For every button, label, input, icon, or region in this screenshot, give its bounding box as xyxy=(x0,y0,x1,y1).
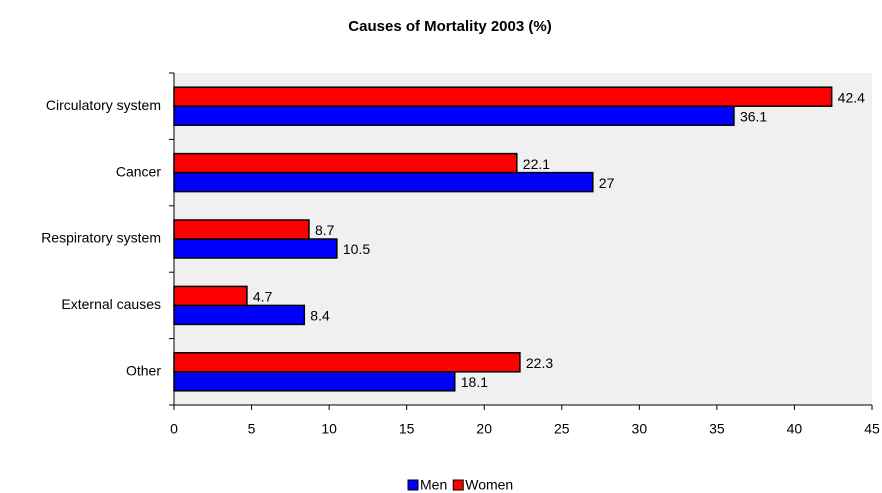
bar xyxy=(173,352,521,373)
x-tick-label: 45 xyxy=(864,421,880,437)
legend-label: Men xyxy=(420,477,447,493)
x-tick-label: 20 xyxy=(476,421,492,437)
x-tick-label: 15 xyxy=(399,421,415,437)
y-tick-label: External causes xyxy=(61,296,161,312)
x-tick-label: 10 xyxy=(321,421,337,437)
value-label: 18.1 xyxy=(461,374,488,390)
x-tick-label: 5 xyxy=(248,421,256,437)
legend-swatch xyxy=(407,479,419,491)
bar xyxy=(173,238,338,259)
y-tick-label: Cancer xyxy=(116,163,161,179)
bar xyxy=(173,371,456,392)
value-label: 42.4 xyxy=(838,89,865,105)
value-label: 10.5 xyxy=(343,241,370,257)
y-tick-label: Other xyxy=(126,363,161,379)
x-tick-label: 35 xyxy=(709,421,725,437)
value-label: 36.1 xyxy=(740,108,767,124)
bar xyxy=(173,86,833,107)
value-label: 4.7 xyxy=(253,289,273,305)
y-tick-label: Circulatory system xyxy=(46,97,161,113)
y-tick-label: Respiratory system xyxy=(41,230,161,246)
bar xyxy=(173,219,310,240)
x-tick-label: 30 xyxy=(632,421,648,437)
value-label: 22.1 xyxy=(523,156,550,172)
value-label: 8.7 xyxy=(315,222,335,238)
x-tick-label: 40 xyxy=(787,421,803,437)
bar xyxy=(173,152,518,174)
value-label: 27 xyxy=(599,175,615,191)
legend-swatch xyxy=(452,479,464,491)
chart-title: Causes of Mortality 2003 (%) xyxy=(348,18,551,35)
x-tick-label: 25 xyxy=(554,421,570,437)
bar xyxy=(173,171,594,193)
bar xyxy=(173,285,248,307)
bar xyxy=(173,105,735,126)
legend-label: Women xyxy=(465,477,513,493)
x-tick-label: 0 xyxy=(170,421,178,437)
value-label: 8.4 xyxy=(310,308,330,324)
value-label: 22.3 xyxy=(526,355,553,371)
bar xyxy=(173,304,306,326)
